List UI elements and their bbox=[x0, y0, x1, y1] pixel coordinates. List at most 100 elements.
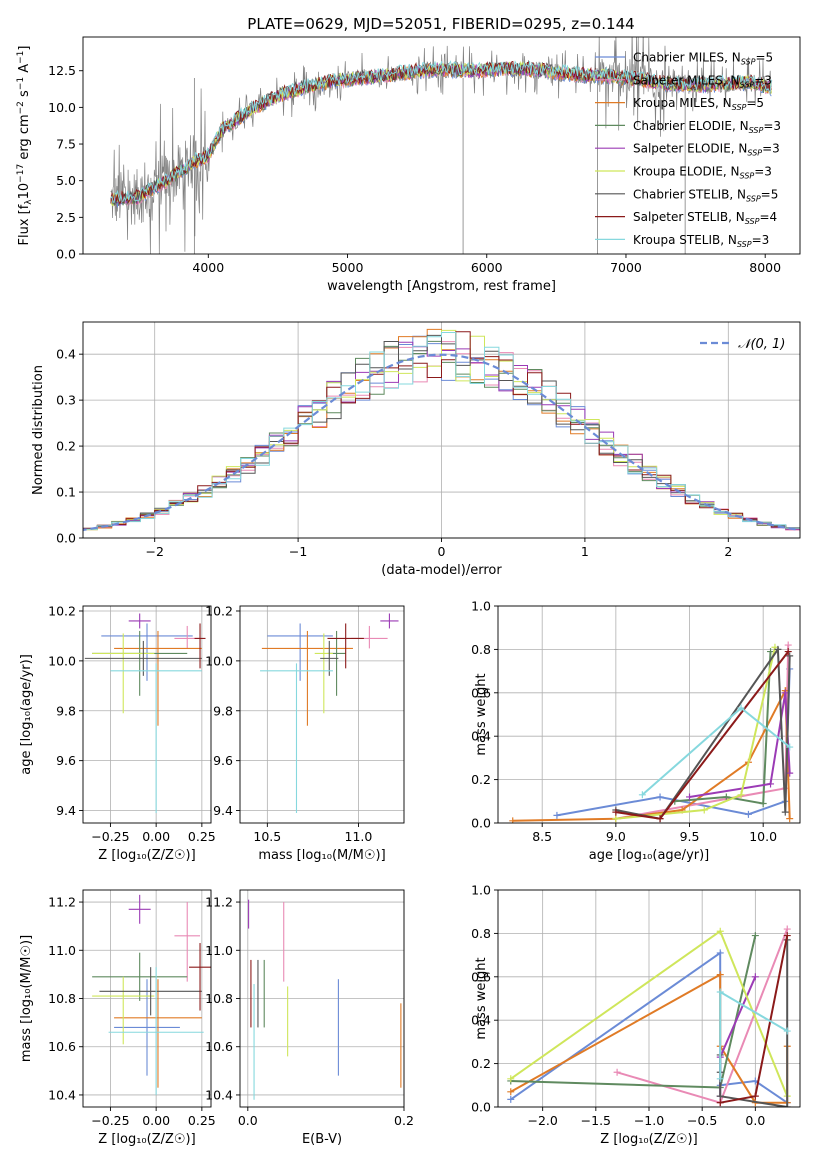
mass-weight-marker bbox=[612, 808, 620, 816]
y-tick-label: 10.2 bbox=[205, 603, 233, 618]
x-tick-label: 7000 bbox=[610, 260, 642, 275]
x-tick-label: −1.0 bbox=[634, 1113, 664, 1128]
data-point bbox=[92, 952, 188, 1001]
y-tick-label: 0.1 bbox=[56, 485, 76, 500]
y-tick-label: 0.0 bbox=[56, 247, 76, 262]
panel-mass_z: −0.25 0.00 0.25 10.4 10.6 10.8 11.0 11.2 Z [log₁… bbox=[19, 889, 216, 1147]
axes-frame bbox=[82, 605, 212, 824]
x-tick-label: 11.0 bbox=[345, 829, 373, 844]
x-axis-label: age [log₁₀(age/yr)] bbox=[589, 848, 710, 863]
data-point bbox=[314, 633, 333, 714]
y-axis-label: Flux [fλ10−17 erg cm−2 s−1 A−1] bbox=[16, 46, 34, 246]
mass-weight-marker bbox=[553, 811, 561, 819]
y-tick-label: 9.4 bbox=[213, 803, 233, 818]
data-point bbox=[92, 976, 155, 1045]
data-point bbox=[327, 623, 364, 669]
plot-area-mw_z bbox=[507, 925, 791, 1107]
y-tick-label: 0.2 bbox=[56, 439, 76, 454]
y-tick-label: 0.6 bbox=[471, 685, 491, 700]
x-tick-label: 4000 bbox=[192, 260, 224, 275]
y-tick-label: 9.6 bbox=[213, 753, 233, 768]
x-tick-label: 0.00 bbox=[142, 1113, 170, 1128]
x-axis-label: Z [log₁₀(Z/Z☉)] bbox=[98, 848, 195, 863]
plot-area-mass_ebv bbox=[248, 899, 402, 1100]
panel-hist: −2 −1 0 1 2 0.0 0.1 0.2 0.3 0.4 (data-model)/error… bbox=[31, 321, 801, 578]
y-axis-label: mass weight bbox=[474, 673, 489, 755]
y-tick-label: 0.4 bbox=[471, 1013, 491, 1028]
mass-weight-marker bbox=[686, 793, 694, 801]
mass-weight-marker bbox=[783, 1103, 791, 1107]
mass-weight-marker bbox=[737, 791, 745, 799]
data-point bbox=[128, 613, 151, 629]
data-point bbox=[320, 640, 339, 676]
y-tick-label: 0.2 bbox=[471, 772, 491, 787]
plot-area-mass_z bbox=[92, 894, 211, 1095]
x-tick-label: −1.5 bbox=[581, 1113, 611, 1128]
mass-weight-marker bbox=[716, 971, 724, 979]
y-tick-label: 0.0 bbox=[471, 1100, 491, 1115]
data-point bbox=[174, 902, 201, 982]
plot-area-spectrum bbox=[110, 37, 773, 254]
x-tick-label: −0.25 bbox=[91, 1113, 129, 1128]
mass-weight-marker bbox=[783, 932, 791, 940]
x-tick-label: 5000 bbox=[332, 260, 364, 275]
y-tick-label: 10.8 bbox=[205, 991, 233, 1006]
mass-weight-marker bbox=[774, 645, 782, 653]
mass-weight-marker bbox=[786, 652, 794, 660]
x-tick-label: 10.5 bbox=[253, 829, 281, 844]
y-tick-label: 10.6 bbox=[205, 1039, 233, 1054]
y-tick-label: 11.0 bbox=[205, 943, 233, 958]
x-tick-label: 8000 bbox=[749, 260, 781, 275]
mass-weight-marker bbox=[507, 1075, 515, 1083]
legend-entry: Chabrier STELIB, NSSP=5 bbox=[633, 187, 778, 203]
y-tick-label: 9.4 bbox=[56, 803, 76, 818]
y-tick-label: 11.2 bbox=[205, 895, 233, 910]
panel-mw_z: −2.0 −1.5 −1.0 −0.5 0.0 0.0 0.2 0.4 0.6 0.8 1.0 Z [… bbox=[471, 883, 801, 1147]
y-tick-label: 10.8 bbox=[48, 991, 76, 1006]
mass-weight-marker bbox=[737, 704, 745, 712]
y-axis-label: age [log₁₀(age/yr)] bbox=[19, 654, 34, 775]
mass-weight-marker bbox=[507, 1088, 515, 1096]
y-tick-label: 10.2 bbox=[48, 603, 76, 618]
x-tick-label: 0.25 bbox=[188, 1113, 216, 1128]
y-tick-label: 9.6 bbox=[56, 753, 76, 768]
x-tick-label: −2 bbox=[145, 544, 163, 559]
normal-distribution-curve bbox=[83, 353, 800, 532]
x-axis-label: E(B-V) bbox=[302, 1132, 342, 1147]
data-point bbox=[99, 967, 202, 1016]
axes-frame bbox=[497, 605, 801, 824]
y-tick-label: 7.5 bbox=[56, 137, 76, 152]
y-tick-label: 5.0 bbox=[56, 173, 76, 188]
x-tick-label: −1 bbox=[289, 544, 307, 559]
mass-weight-marker bbox=[751, 1092, 759, 1100]
legend-entry: 𝒩(0, 1) bbox=[738, 337, 785, 352]
y-axis-label: mass weight bbox=[474, 957, 489, 1039]
axes-frame bbox=[239, 605, 405, 824]
x-tick-label: 0.0 bbox=[745, 1113, 765, 1128]
mass-weight-marker bbox=[784, 641, 792, 649]
x-tick-label: 2 bbox=[724, 544, 732, 559]
model-spectrum-line bbox=[110, 60, 772, 203]
y-tick-label: 2.5 bbox=[56, 210, 76, 225]
legend-entry: Salpeter ELODIE, NSSP=3 bbox=[633, 142, 780, 158]
mass-weight-marker bbox=[613, 1068, 621, 1076]
axes-frame bbox=[82, 36, 801, 255]
y-tick-label: 0.6 bbox=[471, 969, 491, 984]
x-tick-label: 1 bbox=[581, 544, 589, 559]
legend-entry: Chabrier ELODIE, NSSP=3 bbox=[633, 119, 781, 135]
data-point bbox=[110, 663, 202, 814]
y-tick-label: 0.4 bbox=[471, 729, 491, 744]
x-axis-label: Z [log₁₀(Z/Z☉)] bbox=[98, 1132, 195, 1147]
y-tick-label: 10.0 bbox=[48, 653, 76, 668]
mass-weight-marker bbox=[781, 808, 789, 816]
panel-age_z: −0.25 0.00 0.25 9.4 9.6 9.8 10.0 10.2 Z [log₁₀(Z… bbox=[19, 603, 216, 863]
y-tick-label: 0.8 bbox=[471, 642, 491, 657]
mass-weight-marker bbox=[767, 780, 775, 788]
y-tick-label: 12.5 bbox=[48, 63, 76, 78]
data-point bbox=[114, 979, 180, 1076]
mass-weight-marker bbox=[786, 815, 794, 823]
y-tick-label: 1.0 bbox=[471, 883, 491, 898]
x-tick-label: 0.2 bbox=[394, 1113, 414, 1128]
x-tick-label: 8.5 bbox=[532, 829, 552, 844]
